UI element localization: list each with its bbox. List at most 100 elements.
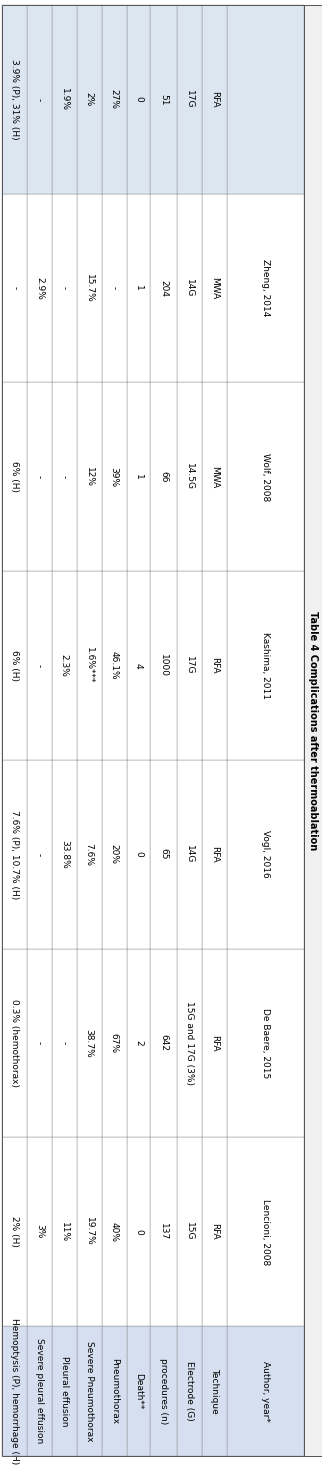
Text: 2%: 2%: [85, 93, 94, 106]
Bar: [177, 570, 202, 761]
Text: Zheng, 2014: Zheng, 2014: [261, 259, 270, 317]
Text: 2% (H): 2% (H): [10, 1216, 19, 1247]
Bar: [127, 949, 150, 1138]
Bar: [52, 570, 77, 761]
Text: Pleural effusion: Pleural effusion: [60, 1356, 69, 1427]
Bar: [202, 570, 227, 761]
Bar: [202, 949, 227, 1138]
Bar: [2, 193, 27, 382]
Bar: [127, 570, 150, 761]
Text: Author, year*: Author, year*: [261, 1361, 270, 1421]
Text: 3.9% (P), 31% (H): 3.9% (P), 31% (H): [10, 59, 19, 140]
Text: 20%: 20%: [109, 845, 118, 864]
Text: -: -: [60, 475, 69, 479]
Text: 51: 51: [159, 94, 168, 105]
Text: 15.7%: 15.7%: [85, 274, 94, 302]
Bar: [102, 1327, 127, 1456]
Bar: [27, 761, 52, 949]
Text: 4: 4: [134, 663, 143, 668]
Text: -: -: [35, 663, 44, 668]
Text: Lencioni, 2008: Lencioni, 2008: [261, 1198, 270, 1265]
Text: 6% (H): 6% (H): [10, 461, 19, 492]
Text: 642: 642: [159, 1035, 168, 1051]
Text: 2.9%: 2.9%: [35, 277, 44, 299]
Bar: [150, 1327, 177, 1456]
Text: 204: 204: [159, 280, 168, 296]
Text: RFA: RFA: [210, 91, 219, 108]
Bar: [304, 4, 322, 1456]
Bar: [2, 570, 27, 761]
Text: De Baere, 2015: De Baere, 2015: [261, 1008, 270, 1077]
Text: 7.6% (P), 10.7% (H): 7.6% (P), 10.7% (H): [10, 809, 19, 899]
Text: -: -: [35, 1041, 44, 1045]
Text: 1000: 1000: [159, 654, 168, 677]
Bar: [77, 1327, 102, 1456]
Bar: [177, 193, 202, 382]
Text: 17G: 17G: [185, 90, 194, 109]
Text: 0: 0: [134, 1229, 143, 1235]
Bar: [27, 949, 52, 1138]
Bar: [102, 4, 127, 193]
Bar: [150, 761, 177, 949]
Bar: [127, 761, 150, 949]
Text: 46.1%: 46.1%: [109, 652, 118, 680]
Bar: [27, 4, 52, 193]
Bar: [150, 4, 177, 193]
Bar: [227, 4, 304, 193]
Text: 137: 137: [159, 1223, 168, 1240]
Bar: [52, 1138, 77, 1327]
Bar: [177, 1327, 202, 1456]
Text: RFA: RFA: [210, 846, 219, 862]
Text: 1: 1: [134, 284, 143, 290]
Bar: [77, 1138, 102, 1327]
Bar: [227, 761, 304, 949]
Bar: [27, 570, 52, 761]
Text: 14G: 14G: [185, 845, 194, 864]
Bar: [52, 193, 77, 382]
Text: 39%: 39%: [109, 467, 118, 486]
Bar: [150, 382, 177, 570]
Text: Table 4 Complications after thermoablation: Table 4 Complications after thermoablati…: [308, 610, 318, 850]
Bar: [304, 4, 322, 1456]
Bar: [150, 949, 177, 1138]
Text: 40%: 40%: [109, 1222, 118, 1241]
Text: 0: 0: [134, 96, 143, 102]
Bar: [202, 1327, 227, 1456]
Text: 2: 2: [134, 1041, 143, 1045]
Text: 1.6%***: 1.6%***: [85, 647, 94, 684]
Bar: [52, 1327, 77, 1456]
Bar: [52, 949, 77, 1138]
Bar: [102, 382, 127, 570]
Bar: [177, 382, 202, 570]
Text: 15G: 15G: [185, 1222, 194, 1241]
Text: Pneumothorax: Pneumothorax: [109, 1358, 118, 1424]
Text: 14G: 14G: [185, 279, 194, 298]
Bar: [102, 193, 127, 382]
Text: -: -: [109, 286, 118, 290]
Text: 12%: 12%: [85, 467, 94, 486]
Bar: [127, 193, 150, 382]
Bar: [102, 949, 127, 1138]
Bar: [102, 761, 127, 949]
Text: Severe pleural effusion: Severe pleural effusion: [35, 1338, 44, 1443]
Bar: [227, 382, 304, 570]
Bar: [177, 949, 202, 1138]
Text: 27%: 27%: [109, 90, 118, 109]
Bar: [27, 382, 52, 570]
Text: MWA: MWA: [210, 466, 219, 488]
Bar: [102, 1138, 127, 1327]
Text: 65: 65: [159, 849, 168, 859]
Text: 14.5G: 14.5G: [185, 463, 194, 491]
Text: 19.7%: 19.7%: [85, 1218, 94, 1246]
Bar: [202, 382, 227, 570]
Text: RFA: RFA: [210, 657, 219, 674]
Text: 17G: 17G: [185, 656, 194, 675]
Text: procedures (n): procedures (n): [159, 1358, 168, 1424]
Bar: [52, 4, 77, 193]
Text: 66: 66: [159, 472, 168, 482]
Bar: [2, 382, 27, 570]
Bar: [27, 1327, 52, 1456]
Bar: [102, 570, 127, 761]
Bar: [77, 4, 102, 193]
Bar: [77, 949, 102, 1138]
